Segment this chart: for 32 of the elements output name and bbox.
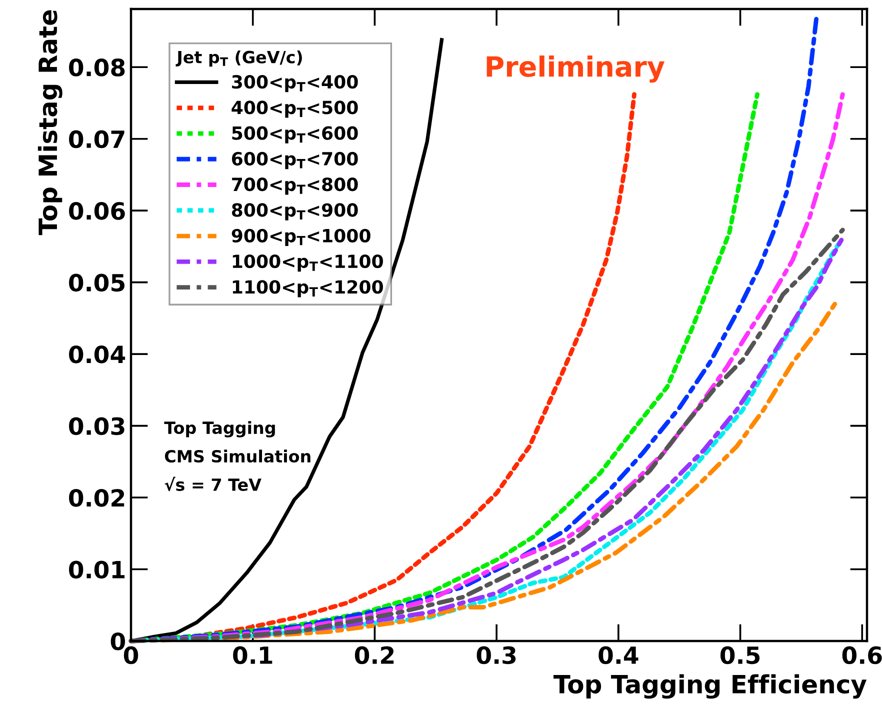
- y-tick-label: 0: [110, 632, 126, 650]
- legend-label: 300<p$_{T}$<400: [232, 75, 358, 92]
- x-tick-label: 0: [124, 646, 138, 664]
- legend-label: 1000<p$_{T}$<1100: [232, 254, 383, 272]
- legend-label: 500<p$_{T}$<600: [232, 126, 358, 144]
- x-tick-label: 0.2: [354, 646, 394, 664]
- legend-label: 400<p$_{T}$<500: [232, 100, 358, 118]
- y-axis-title: Top Mistag Rate: [38, 10, 62, 236]
- annotation: CMS Simulation: [164, 450, 310, 463]
- y-tick-label: 0.07: [69, 130, 124, 148]
- x-axis-title: Top Tagging Efficiency: [553, 674, 867, 699]
- legend-title: Jet p$_{T}$ (GeV/c): [176, 50, 302, 67]
- legend-label: 600<p$_{T}$<700: [232, 152, 358, 170]
- annotation: √s = 7 TeV: [164, 476, 262, 492]
- x-tick-label: 0.5: [720, 646, 760, 664]
- annotation: Top Tagging: [164, 421, 275, 438]
- legend-label: 700<p$_{T}$<800: [232, 178, 358, 195]
- legend-label: 1100<p$_{T}$<1200: [232, 280, 383, 298]
- y-tick-label: 0.08: [69, 58, 125, 76]
- y-tick-label: 0.03: [69, 417, 124, 436]
- annotation: Preliminary: [486, 55, 665, 83]
- y-tick-label: 0.04: [69, 346, 126, 364]
- x-tick-label: 0.6: [842, 646, 882, 664]
- y-tick-label: 0.02: [69, 488, 124, 507]
- y-tick-label: 0.01: [69, 560, 125, 579]
- legend-label: 900<p$_{T}$<1000: [232, 228, 370, 246]
- legend-label: 800<p$_{T}$<900: [232, 203, 358, 220]
- x-tick-label: 0.3: [476, 646, 516, 664]
- x-tick-label: 0.1: [233, 646, 272, 664]
- y-tick-label: 0.06: [69, 202, 125, 220]
- y-tick-label: 0.05: [69, 274, 124, 292]
- x-tick-label: 0.4: [598, 646, 638, 664]
